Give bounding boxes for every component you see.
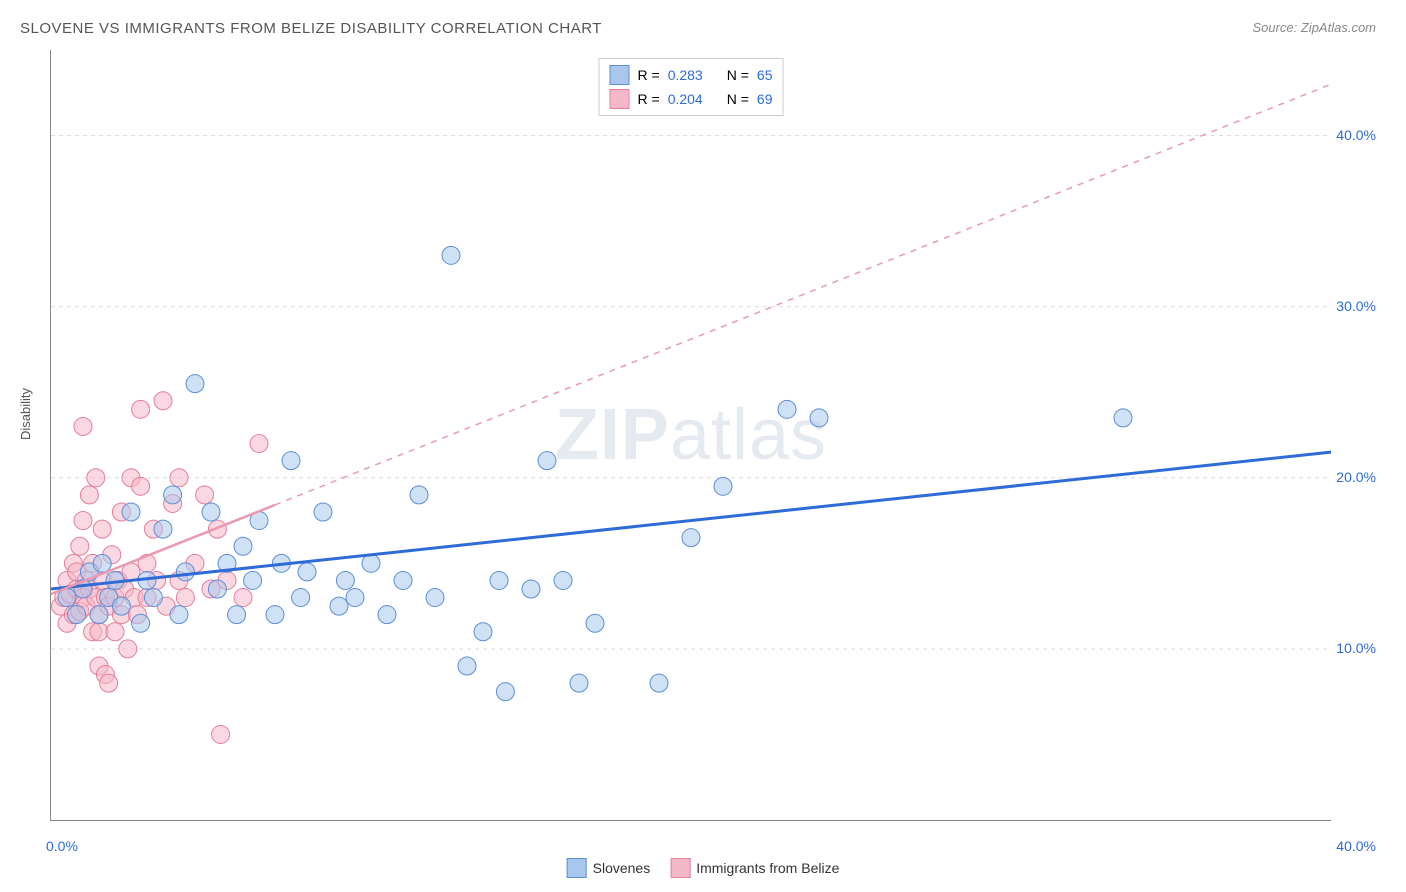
swatch-belize (610, 89, 630, 109)
legend-label-slovenes: Slovenes (593, 860, 651, 876)
legend-row-belize: R = 0.204 N = 69 (610, 87, 773, 111)
correlation-legend: R = 0.283 N = 65 R = 0.204 N = 69 (599, 58, 784, 116)
legend-item-slovenes: Slovenes (567, 858, 651, 878)
plot-area: ZIPatlas R = 0.283 N = 65 R = 0.204 N = … (50, 50, 1331, 821)
swatch-slovenes-bottom (567, 858, 587, 878)
r-label: R = (638, 91, 660, 107)
swatch-belize-bottom (670, 858, 690, 878)
y-tick-label: 10.0% (1336, 640, 1376, 656)
r-label: R = (638, 67, 660, 83)
legend-item-belize: Immigrants from Belize (670, 858, 839, 878)
r-value-belize: 0.204 (668, 91, 703, 107)
x-axis-min: 0.0% (46, 838, 78, 854)
y-axis-label: Disability (18, 388, 33, 440)
x-axis-max: 40.0% (1336, 838, 1376, 854)
swatch-slovenes (610, 65, 630, 85)
n-value-belize: 69 (757, 91, 773, 107)
y-tick-label: 20.0% (1336, 469, 1376, 485)
series-legend: Slovenes Immigrants from Belize (567, 858, 840, 878)
legend-label-belize: Immigrants from Belize (696, 860, 839, 876)
chart-title: SLOVENE VS IMMIGRANTS FROM BELIZE DISABI… (20, 20, 602, 37)
n-label: N = (727, 91, 749, 107)
n-label: N = (727, 67, 749, 83)
n-value-slovenes: 65 (757, 67, 773, 83)
legend-row-slovenes: R = 0.283 N = 65 (610, 63, 773, 87)
scatter-chart (51, 50, 1331, 820)
r-value-slovenes: 0.283 (668, 67, 703, 83)
y-tick-label: 30.0% (1336, 298, 1376, 314)
y-tick-label: 40.0% (1336, 127, 1376, 143)
source-attribution: Source: ZipAtlas.com (1252, 20, 1376, 35)
